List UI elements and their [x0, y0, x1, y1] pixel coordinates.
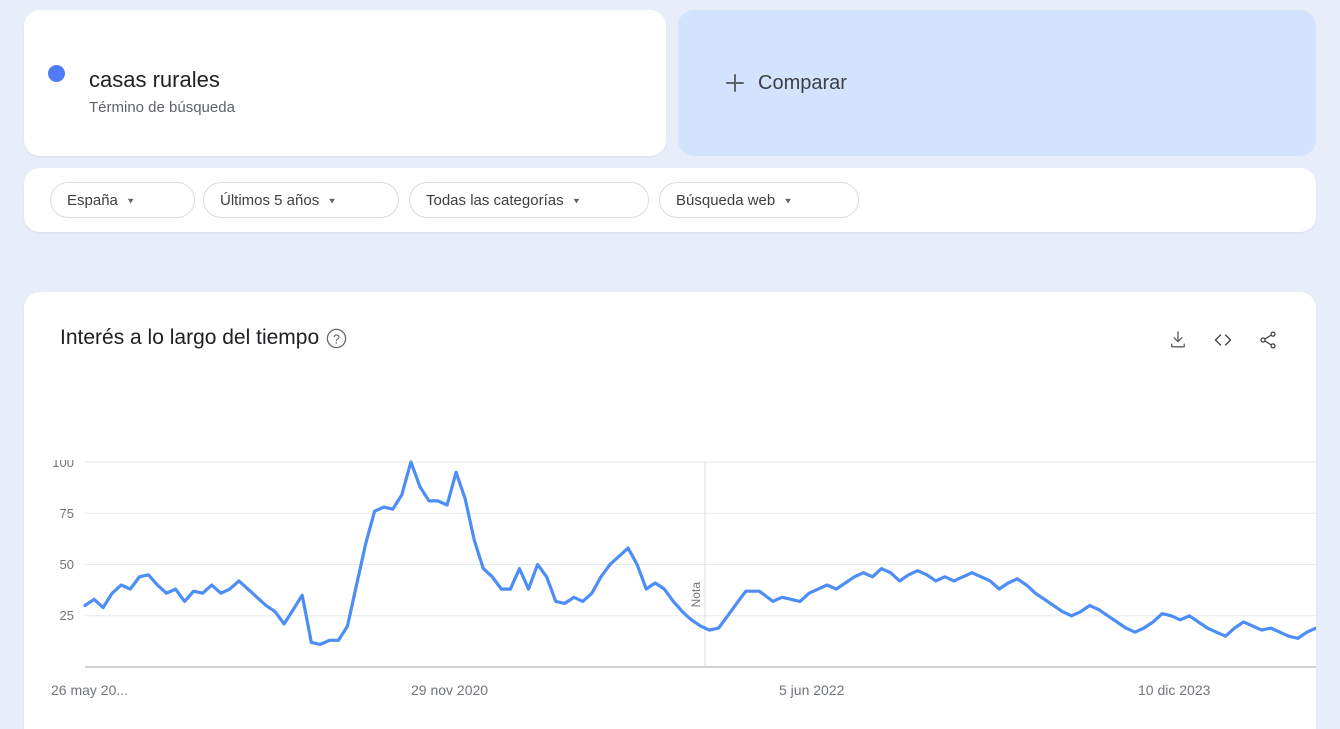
svg-text:50: 50 [60, 557, 74, 572]
svg-text:5 jun 2022: 5 jun 2022 [779, 682, 845, 698]
svg-text:26 may 20...: 26 may 20... [51, 682, 128, 698]
svg-text:?: ? [333, 332, 340, 346]
svg-text:29 nov 2020: 29 nov 2020 [411, 682, 488, 698]
svg-text:75: 75 [60, 506, 74, 521]
svg-text:Nota: Nota [689, 582, 703, 608]
svg-text:10 dic 2023: 10 dic 2023 [1138, 682, 1211, 698]
svg-text:25: 25 [60, 608, 74, 623]
svg-text:100: 100 [52, 460, 74, 470]
